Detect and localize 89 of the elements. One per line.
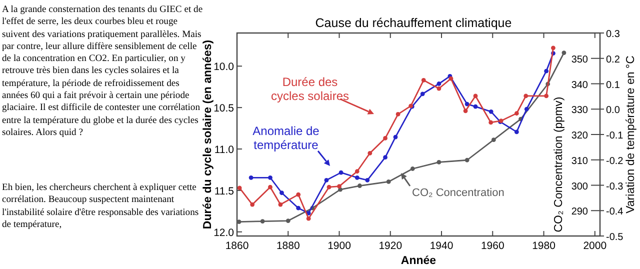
y3-tick-label: 0.3 [606,29,620,40]
point [491,138,496,142]
point [296,192,301,197]
point [280,190,284,196]
x-tick-label: 1940 [430,240,454,252]
point [278,202,283,207]
y2-tick-label: 290 [571,206,588,218]
chart-title: Cause du réchauffement climatique [315,16,512,30]
y-tick-label: 11.0 [214,144,234,156]
y3-tick-label: 0.1 [606,80,620,91]
point [420,92,425,96]
text: Eh bien, les chercheurs cherchent à expliquer cette corrélation. Beaucoup suspectent maintenant l'instabilité solaire d'être responsable des variations de température, [2,182,199,230]
x-tick-label: 1860 [225,240,249,252]
legend-label: CO₂ Concentration [412,187,504,199]
point [464,102,470,106]
point [354,175,360,180]
y3-tick-label: -0.2 [606,156,624,167]
point [324,178,329,182]
point [326,184,332,190]
point [354,169,360,174]
x-tick-label: 1880 [276,240,300,252]
point [524,106,529,112]
y3-tick-label: -0.1 [606,130,624,142]
point [396,112,400,116]
point [448,76,454,81]
point [365,178,370,182]
point [544,68,549,74]
point [393,134,398,140]
point [524,94,528,98]
y2-tick-label: 330 [571,105,588,116]
y-axis-title: Durée du cycle solaire (en années) [202,40,214,230]
y2-tick-label: 310 [571,156,588,167]
y2-tick-label: 320 [571,130,588,142]
point [488,109,494,114]
y-tick-label: 10.0 [214,61,234,74]
y-tick-label: 12.0 [214,226,234,239]
point [383,136,388,140]
y2-tick-label: 340 [571,80,588,91]
point [250,202,255,207]
y-tick-label: 11.5 [214,185,234,198]
point [463,108,468,114]
point [248,175,254,180]
point [268,184,272,190]
y2-axis-title: CO₂ Concentration (ppmv) [553,96,565,232]
point [306,216,311,221]
point [337,184,342,188]
x-tick-label: 1900 [328,240,352,252]
series-label: Anomalie de température [252,124,320,152]
point [236,220,242,224]
y2-tick-label: 300 [571,181,588,192]
x-tick-label: 1980 [532,240,556,252]
point [386,179,391,184]
point [464,158,470,162]
y3-tick-label: -0.5 [606,232,624,243]
y3-tick-label: -0.3 [606,181,624,192]
y2-tick-label: 350 [571,54,588,66]
point [286,218,290,223]
point [488,120,494,125]
y3-axis-title: Variation de température en °C [625,56,637,214]
point [338,170,344,175]
x-tick-label: 2000 [583,240,607,252]
point [551,46,556,50]
point [383,155,388,160]
point [544,94,549,98]
x-tick-label: 1920 [378,240,402,252]
point [562,50,566,55]
point [473,104,478,109]
x-axis-title: Année [400,255,436,267]
point [421,78,426,82]
point [436,82,442,86]
point [436,86,442,91]
point [410,166,415,171]
y3-tick-label: 0.0 [606,105,620,116]
point [296,206,301,210]
point [260,219,265,224]
point [358,184,362,188]
point [268,175,272,180]
text: A la grande consternation des tenants du GIEC et de l'effet de serre, les deux courbes bleu et rouge suivent des variations pratiquement parallèles. Mais par contre, leur allure diffère sensiblement de celle de la concentration en CO2. En particulier, on y retrouve très bien dans les cycles solaires et la température, la période de refroidissement des années 60 qui a fait prévoir à certain une période glaciaire. Il est difficile de contester une corrélation entre la température du globe et la durée des cycles solaires. Alors quid ? [2,4,203,138]
point [473,94,478,98]
point [368,150,372,156]
point [514,130,519,134]
y3-tick-label: -0.4 [606,206,624,218]
point [237,186,242,190]
y-tick-label: 10.5 [214,102,234,115]
y3-tick-label: 0.2 [606,54,620,66]
point [514,111,519,116]
x-tick-label: 1960 [480,240,504,252]
text: Durée des cycles solaires [270,75,350,103]
point [436,160,442,164]
